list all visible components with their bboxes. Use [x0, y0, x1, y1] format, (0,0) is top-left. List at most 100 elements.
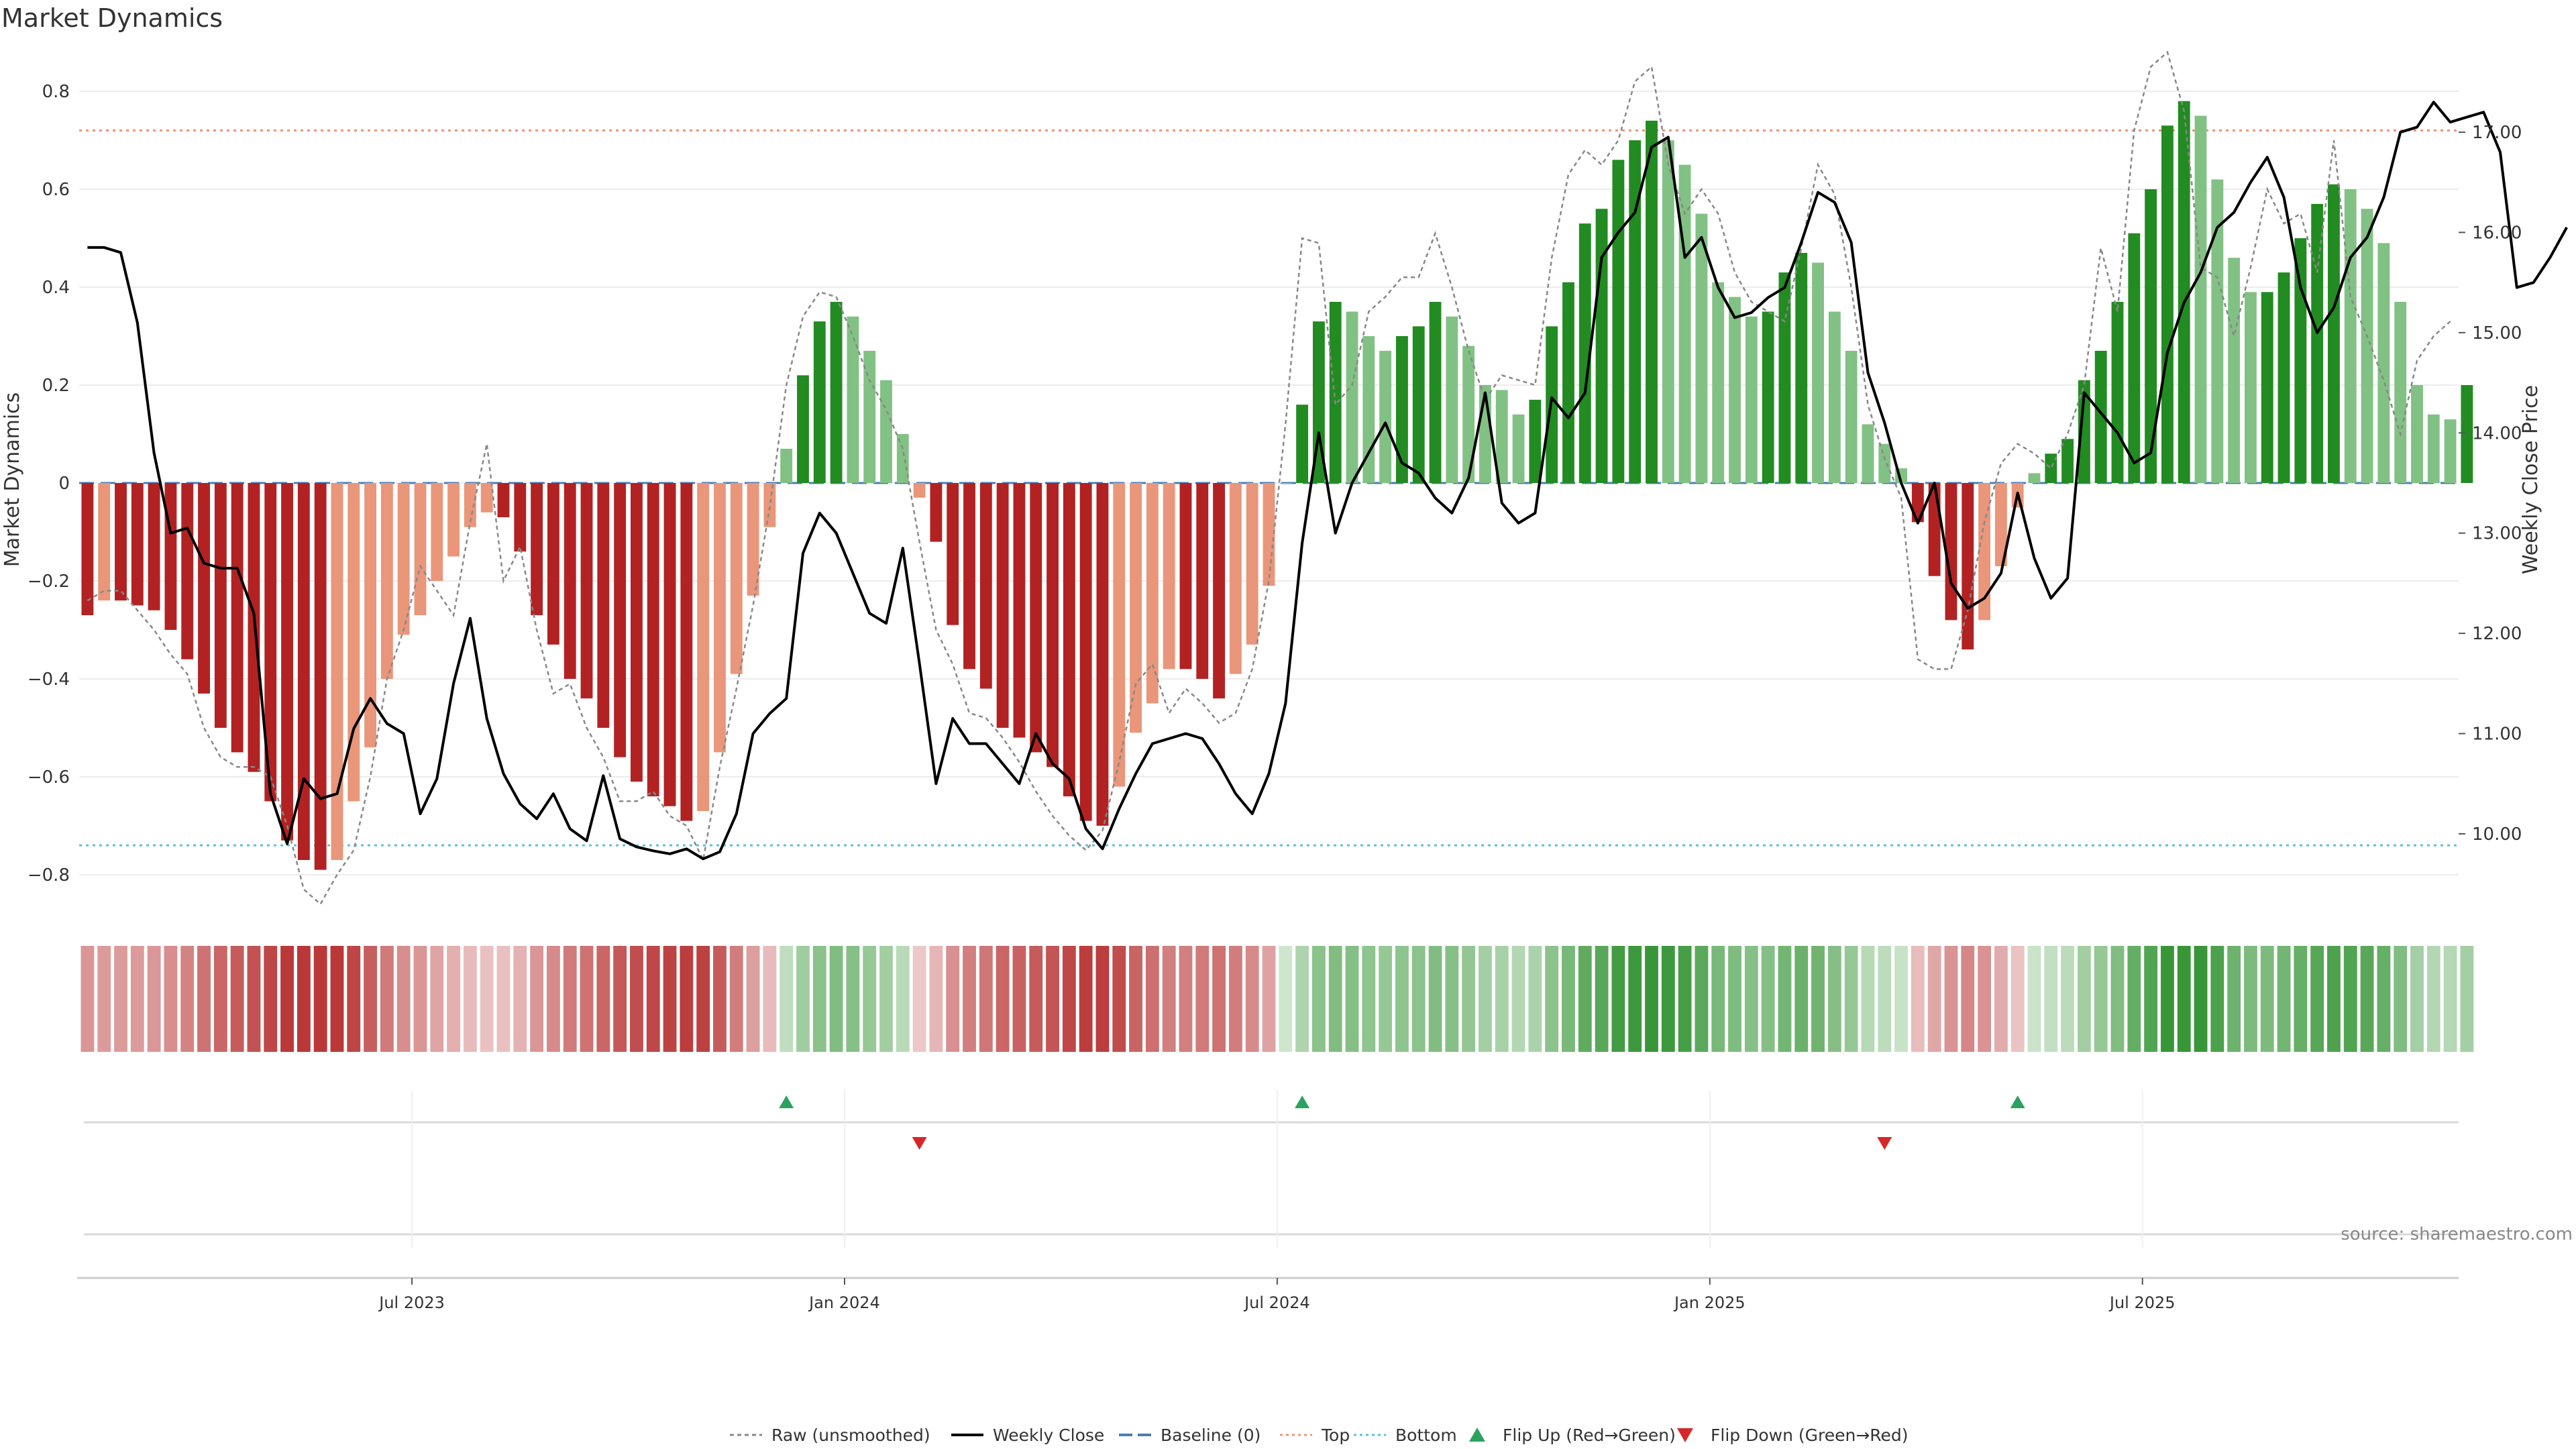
x-tick-label: Jul 2024	[1243, 1293, 1310, 1312]
right-tick-label: 17.00	[2472, 123, 2522, 143]
regime-cell	[1445, 946, 1459, 1052]
dynamics-bar	[2344, 189, 2357, 483]
legend: Raw (unsmoothed) Weekly Close Baseline (0)…	[730, 1426, 1909, 1445]
dynamics-bar	[264, 483, 277, 802]
dynamics-bar	[714, 483, 726, 753]
regime-cell	[630, 946, 643, 1052]
dynamics-bar	[2128, 233, 2141, 483]
regime-cell	[929, 946, 943, 1052]
dynamics-bar	[164, 483, 177, 630]
dynamics-bar	[1495, 390, 1508, 483]
chart-title: Market Dynamics	[1, 3, 223, 33]
regime-cell	[513, 946, 527, 1052]
regime-cell	[1778, 946, 1792, 1052]
dynamics-bar	[314, 483, 327, 870]
weekly-close-line	[87, 101, 2568, 861]
regime-cell	[1578, 946, 1592, 1052]
regime-cell	[313, 946, 327, 1052]
dynamics-bar	[564, 483, 576, 679]
regime-cell	[2410, 946, 2424, 1052]
regime-cell	[1462, 946, 1476, 1052]
dynamics-bar	[397, 483, 410, 635]
axes: 0.8 0.6 0.4 0.2 0 −0.2 −0.4 −0.6 −0.8 17.00 16.00 1…	[28, 82, 2522, 885]
dynamics-bar	[98, 483, 111, 601]
dynamics-bar	[1412, 326, 1425, 483]
dynamics-bar	[1329, 301, 1342, 483]
right-tick-label: 11.00	[2472, 724, 2522, 745]
dynamics-bar	[497, 483, 510, 518]
regime-cell	[912, 946, 926, 1052]
regime-cell	[330, 946, 344, 1052]
dynamics-bar	[2245, 292, 2257, 483]
x-tick-label: Jul 2025	[2108, 1293, 2176, 1312]
regime-cell	[2094, 946, 2108, 1052]
regime-cell	[1661, 946, 1675, 1052]
dynamics-bar	[1795, 252, 1808, 483]
legend-label: Bottom	[1395, 1426, 1457, 1445]
dynamics-bar	[1130, 483, 1142, 733]
dynamics-bar	[2361, 209, 2373, 483]
regime-cell	[1046, 946, 1059, 1052]
regime-cell	[2343, 946, 2357, 1052]
regime-cell	[1878, 946, 1892, 1052]
regime-cell	[812, 946, 826, 1052]
regime-cell	[1595, 946, 1609, 1052]
dynamics-bar	[364, 483, 377, 748]
dynamics-bar	[1729, 297, 1741, 483]
regime-cell	[1728, 946, 1741, 1052]
dynamics-bar	[2411, 385, 2423, 483]
dynamics-bar	[2394, 301, 2407, 483]
regime-cell	[247, 946, 261, 1052]
dynamics-bar	[947, 483, 959, 625]
right-tick-label: 12.00	[2472, 624, 2522, 644]
dynamics-bar	[181, 483, 194, 659]
regime-cell	[1012, 946, 1026, 1052]
regime-cell	[1079, 946, 1093, 1052]
regime-cell	[1395, 946, 1409, 1052]
regime-cell	[596, 946, 610, 1052]
dynamics-bar	[1695, 213, 1708, 483]
dynamics-bar	[1263, 483, 1275, 586]
regime-cell	[2277, 946, 2291, 1052]
dynamics-bar	[2061, 439, 2074, 483]
left-tick-label: −0.8	[28, 865, 70, 885]
dynamics-bar	[2111, 301, 2124, 483]
dynamics-bar	[2427, 414, 2440, 483]
dynamics-bar	[1312, 321, 1325, 483]
dynamics-bar	[797, 375, 809, 483]
dynamics-bar	[331, 483, 343, 861]
regime-cell	[280, 946, 294, 1052]
regime-cell	[879, 946, 893, 1052]
left-tick-label: 0.8	[42, 82, 70, 102]
regime-cell	[846, 946, 860, 1052]
regime-cell	[1562, 946, 1575, 1052]
regime-cell	[2161, 946, 2174, 1052]
dynamics-bar	[1146, 483, 1159, 704]
dynamics-bar	[1163, 483, 1175, 669]
regime-cell	[1245, 946, 1259, 1052]
dynamics-bar	[214, 483, 227, 728]
regime-cell	[963, 946, 976, 1052]
regime-cell	[763, 946, 777, 1052]
dynamics-bar	[1296, 405, 1309, 483]
dynamics-bar	[880, 380, 892, 483]
dynamics-bar	[2194, 115, 2207, 484]
legend-label: Raw (unsmoothed)	[771, 1426, 930, 1445]
regime-cell	[746, 946, 760, 1052]
regime-cell	[1761, 946, 1775, 1052]
regime-cell	[2460, 946, 2474, 1052]
dynamics-bar	[2178, 101, 2190, 484]
regime-cell	[1495, 946, 1509, 1052]
dynamics-bar	[2045, 453, 2057, 483]
regime-cell	[1428, 946, 1442, 1052]
dynamics-bar	[2078, 380, 2090, 483]
dynamics-bar	[780, 448, 793, 483]
regime-cell	[114, 946, 127, 1052]
regime-cell	[364, 946, 377, 1052]
dynamics-bar	[963, 483, 975, 669]
dynamics-bar	[1862, 424, 1874, 483]
dynamics-bar	[297, 483, 310, 861]
regime-cell	[680, 946, 694, 1052]
regime-cell	[1029, 946, 1043, 1052]
regime-cell	[1678, 946, 1692, 1052]
